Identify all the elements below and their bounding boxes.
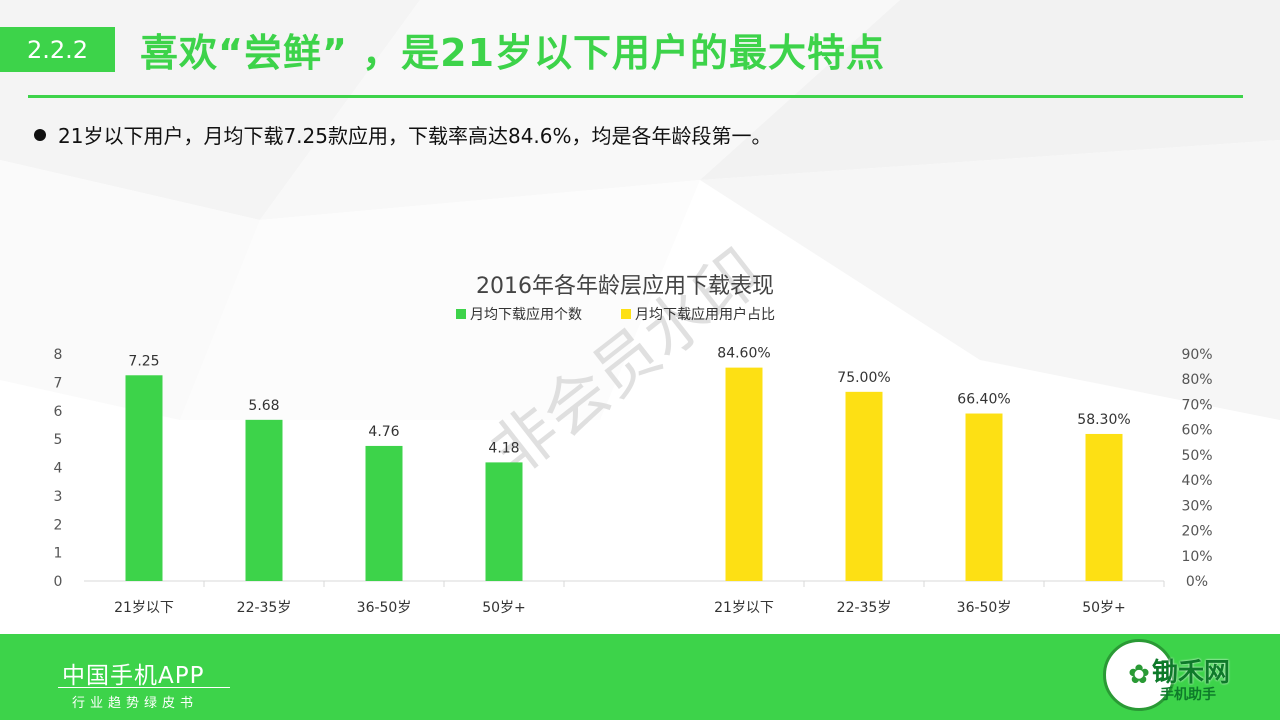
y-right-tick-label: 30%	[1181, 498, 1212, 514]
bar-value-label: 4.76	[368, 424, 399, 440]
x-tick-label: 36-50岁	[357, 600, 412, 616]
x-tick-label: 22-35岁	[237, 600, 292, 616]
bullet-dot-icon	[34, 128, 46, 141]
x-tick-label: 50岁+	[1082, 600, 1126, 616]
y-left-tick-label: 3	[54, 489, 63, 505]
y-right-tick-label: 90%	[1181, 347, 1212, 363]
bullet-text: 21岁以下用户，月均下载7.25款应用，下载率高达84.6%，均是各年龄段第一。	[58, 124, 772, 148]
bar-count-4	[485, 462, 523, 581]
y-left-tick-label: 8	[54, 347, 63, 363]
logo-icon: ✿	[1103, 639, 1175, 711]
footer-bar: 中国手机APP 行业趋势绿皮书	[0, 634, 1280, 720]
y-right-tick-label: 40%	[1181, 473, 1212, 489]
section-number-badge: 2.2.2	[0, 27, 115, 72]
y-left-tick-label: 0	[54, 574, 63, 590]
bar-count-2	[245, 419, 283, 581]
bullet-point: 21岁以下用户，月均下载7.25款应用，下载率高达84.6%，均是各年龄段第一。	[34, 120, 772, 149]
x-tick-label: 50岁+	[482, 600, 526, 616]
y-right-tick-label: 10%	[1181, 549, 1212, 565]
bar-share-3	[965, 413, 1003, 581]
x-tick-label: 21岁以下	[114, 600, 174, 616]
footer-subtitle: 行业趋势绿皮书	[72, 696, 199, 711]
y-left-tick-label: 7	[54, 375, 63, 391]
bar-value-label: 84.60%	[717, 346, 770, 362]
y-right-tick-label: 0%	[1186, 574, 1208, 590]
footer-brand: 中国手机APP	[62, 663, 205, 689]
legend-swatch-2	[621, 309, 631, 319]
x-tick-label: 36-50岁	[957, 600, 1012, 616]
y-left-tick-label: 5	[54, 432, 63, 448]
y-right-tick-label: 80%	[1181, 372, 1212, 388]
y-right-tick-label: 60%	[1181, 423, 1212, 439]
bar-value-label: 66.40%	[957, 392, 1010, 408]
y-left-tick-label: 6	[54, 404, 63, 420]
bar-value-label: 7.25	[128, 353, 159, 369]
logo-subtitle: 手机助手	[1160, 687, 1216, 703]
legend-label-1: 月均下载应用个数	[470, 306, 582, 323]
y-right-tick-label: 70%	[1181, 397, 1212, 413]
page-title: 喜欢“尝鲜” ，是21岁以下用户的最大特点	[140, 31, 886, 75]
y-left-tick-label: 1	[54, 546, 63, 562]
chart-title: 2016年各年龄层应用下载表现	[476, 274, 774, 299]
bar-share-1	[725, 367, 763, 581]
bar-value-label: 75.00%	[837, 370, 890, 386]
y-right-tick-label: 50%	[1181, 448, 1212, 464]
bar-share-4	[1085, 433, 1123, 581]
x-tick-label: 21岁以下	[714, 600, 774, 616]
y-right-tick-label: 20%	[1181, 524, 1212, 540]
legend-label-2: 月均下载应用用户占比	[635, 306, 775, 323]
bar-share-2	[845, 391, 883, 581]
bar-count-3	[365, 445, 403, 581]
bar-value-label: 58.30%	[1077, 412, 1130, 428]
title-divider	[28, 95, 1243, 98]
bar-count-1	[125, 375, 163, 581]
bar-value-label: 4.18	[488, 440, 519, 456]
legend-swatch-1	[456, 309, 466, 319]
y-left-tick-label: 2	[54, 517, 63, 533]
y-left-tick-label: 4	[54, 461, 63, 477]
x-tick-label: 22-35岁	[837, 600, 892, 616]
bar-value-label: 5.68	[248, 398, 279, 414]
footer-divider	[58, 687, 230, 688]
logo-text: 锄禾网	[1152, 658, 1231, 688]
